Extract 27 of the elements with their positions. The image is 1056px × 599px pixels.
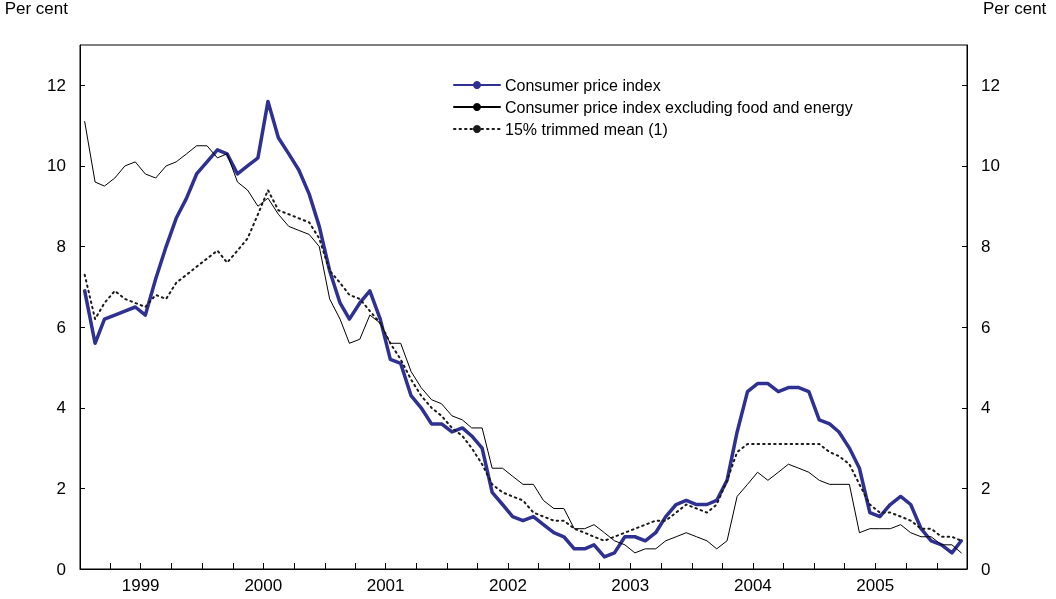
- y-axis-title: Per cent: [4, 0, 69, 18]
- legend-label: Consumer price index excluding food and energy: [505, 98, 853, 116]
- x-tick-label: 2002: [489, 576, 527, 595]
- x-tick-label: 2004: [733, 576, 772, 595]
- legend-label: Consumer price index: [505, 76, 661, 94]
- legend-label: 15% trimmed mean (1): [505, 120, 668, 138]
- y2-tick-label: 12: [981, 75, 1000, 95]
- x-tick-label: 2000: [244, 576, 283, 595]
- y-tick-label: 6: [56, 317, 66, 337]
- y2-tick-label: 2: [981, 478, 991, 498]
- y2-axis-title: Per cent: [983, 0, 1047, 18]
- y2-tick-label: 6: [981, 317, 991, 337]
- y2-tick-label: 10: [981, 156, 1000, 176]
- x-tick-label: 2003: [611, 576, 650, 595]
- y2-tick-label: 8: [981, 237, 991, 257]
- y-tick-label: 12: [47, 75, 66, 95]
- x-tick-label: 2005: [856, 576, 895, 595]
- y2-tick-label: 4: [981, 398, 991, 418]
- y-tick-label: 8: [56, 237, 66, 257]
- y-tick-label: 0: [56, 559, 66, 579]
- y-tick-label: 2: [56, 478, 66, 498]
- y2-tick-label: 0: [981, 559, 991, 579]
- x-tick-label: 2001: [366, 576, 405, 595]
- x-tick-label: 1999: [121, 576, 160, 595]
- line-series: [83, 189, 963, 542]
- y-tick-label: 4: [56, 398, 66, 418]
- y-tick-label: 10: [47, 156, 66, 176]
